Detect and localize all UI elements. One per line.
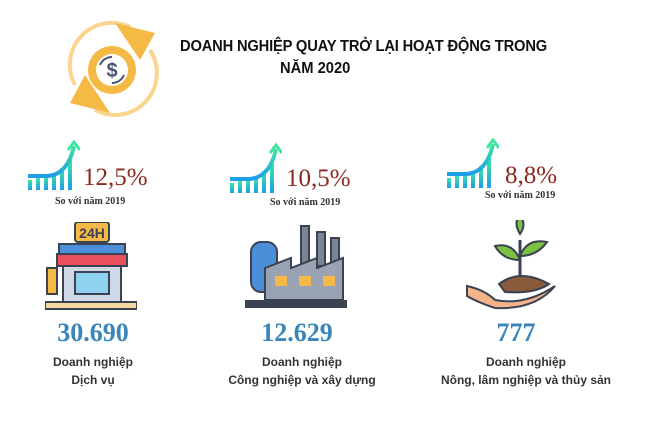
svg-text:$: $ — [106, 60, 117, 82]
dollar-cycle-icon: $ — [67, 20, 159, 117]
count-industry: 12.629 — [261, 318, 333, 347]
factory-icon — [245, 225, 347, 308]
label-line: Doanh nghiệp — [262, 355, 342, 369]
label-line: Dịch vụ — [71, 373, 115, 387]
page-title-year: NĂM 2020 — [280, 60, 351, 77]
growth-chart-icon — [447, 137, 501, 188]
sector-label-agriculture: Doanh nghiệp Nông, lâm nghiệp và thủy sản — [406, 353, 646, 389]
store-24h-icon: 24H — [45, 222, 137, 310]
count-services: 30.690 — [57, 318, 129, 347]
compare-label: So với năm 2019 — [55, 196, 126, 207]
count-agriculture: 777 — [496, 318, 536, 347]
page-title: DOANH NGHIỆP QUAY TRỞ LẠI HOẠT ĐỘNG TRON… — [180, 38, 548, 55]
label-line: Nông, lâm nghiệp và thủy sản — [440, 373, 612, 387]
compare-label: So với năm 2019 — [270, 197, 341, 208]
label-line: Doanh nghiệp — [486, 355, 566, 369]
growth-chart-icon — [28, 139, 82, 190]
growth-block-agriculture: 8,8% So với năm 2019 — [447, 137, 557, 201]
label-line: Doanh nghiệp — [53, 355, 133, 369]
sector-label-services: Doanh nghiệp Dịch vụ — [0, 353, 213, 389]
growth-block-services: 12,5% So với năm 2019 — [28, 139, 148, 207]
growth-percent: 10,5% — [286, 165, 351, 192]
hand-plant-icon — [466, 220, 556, 310]
sector-label-industry: Doanh nghiệp Công nghiệp và xây dựng — [182, 353, 422, 389]
svg-text:24H: 24H — [79, 225, 105, 241]
growth-percent: 12,5% — [83, 164, 148, 191]
growth-chart-icon — [230, 142, 284, 193]
label-line: Công nghiệp và xây dựng — [228, 373, 376, 387]
growth-block-industry: 10,5% So với năm 2019 — [230, 142, 351, 208]
compare-label: So với năm 2019 — [485, 190, 556, 201]
growth-percent: 8,8% — [505, 162, 558, 189]
